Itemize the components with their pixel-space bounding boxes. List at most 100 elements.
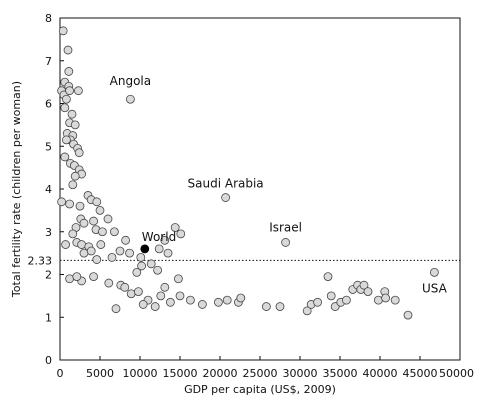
data-point <box>67 109 77 119</box>
x-tick-label: 45000 <box>403 367 438 380</box>
data-point <box>165 297 175 307</box>
data-point <box>275 302 285 311</box>
x-tick-label: 50000 <box>439 367 474 380</box>
data-point <box>302 306 312 316</box>
annotated-point <box>125 94 135 104</box>
data-point <box>136 252 146 262</box>
data-point <box>98 227 107 237</box>
data-point <box>222 295 232 305</box>
data-point <box>156 291 166 301</box>
data-point <box>154 244 164 254</box>
data-point <box>68 180 78 190</box>
data-point <box>65 199 74 209</box>
data-point <box>390 295 400 305</box>
data-point <box>326 291 336 301</box>
data-point <box>126 289 136 299</box>
data-point <box>403 310 413 320</box>
data-point <box>323 272 333 282</box>
x-tick-label: 0 <box>57 367 64 380</box>
data-point <box>95 205 105 215</box>
data-point <box>107 252 117 262</box>
y-axis-label: Total fertility rate (children per woman… <box>10 81 23 298</box>
data-point <box>120 282 130 292</box>
data-point <box>72 272 82 282</box>
x-tick-label: 40000 <box>363 367 398 380</box>
data-point <box>65 86 74 96</box>
y-tick-label: 4 <box>45 183 52 196</box>
data-points <box>57 26 413 320</box>
annotated-point <box>281 238 291 247</box>
data-point <box>57 197 66 207</box>
annotation-label: USA <box>422 281 448 295</box>
data-point <box>341 295 351 305</box>
data-point <box>359 280 369 290</box>
data-point <box>103 214 113 224</box>
data-point <box>96 240 106 249</box>
annotations: World Angola Saudi Arabia Israel USA <box>110 74 448 295</box>
data-point <box>110 227 119 237</box>
data-point <box>313 297 323 307</box>
data-point <box>133 287 143 297</box>
annotation-label: Israel <box>269 220 302 234</box>
data-point <box>160 235 170 245</box>
x-tick-label: 15000 <box>163 367 198 380</box>
data-point <box>74 86 83 96</box>
data-point <box>104 278 114 288</box>
data-point <box>64 67 74 76</box>
data-point <box>236 293 246 303</box>
data-point <box>60 152 70 162</box>
data-point <box>65 274 74 284</box>
data-point <box>79 248 89 258</box>
y-tick-label: 6 <box>45 98 52 111</box>
data-point <box>111 304 121 314</box>
data-point <box>173 274 183 284</box>
data-point <box>213 297 223 307</box>
data-point <box>70 171 80 181</box>
y-tick-label: 8 <box>45 12 52 25</box>
data-point <box>60 103 70 113</box>
data-point <box>61 240 70 249</box>
y-tick-label: 2 <box>45 269 52 282</box>
data-point <box>92 255 102 264</box>
data-point <box>153 265 163 275</box>
data-point <box>77 240 86 249</box>
y-tick-label: 5 <box>45 140 52 153</box>
data-point <box>74 148 84 158</box>
annotation-label: Angola <box>110 74 151 88</box>
highlight-point <box>140 244 150 254</box>
data-point <box>68 229 78 239</box>
data-point <box>132 267 142 277</box>
y-tick-label: 0 <box>45 354 52 367</box>
data-point <box>121 235 130 245</box>
x-axis-label: GDP per capita (US$, 2009) <box>184 383 336 396</box>
data-point <box>146 259 156 269</box>
data-point <box>70 120 80 130</box>
data-point <box>125 248 135 258</box>
y-tick-label: 1 <box>45 311 52 324</box>
data-point <box>163 248 173 258</box>
y-tick-label: 3 <box>45 226 52 239</box>
y-tick-label: 7 <box>45 55 52 68</box>
x-axis-ticks: 0 5000 10000 15000 20000 25000 30000 35000 40000… <box>57 356 474 380</box>
annotated-point <box>221 193 231 202</box>
data-point <box>86 246 96 256</box>
annotated-point <box>429 267 439 277</box>
data-point <box>138 300 148 309</box>
x-tick-label: 20000 <box>203 367 238 380</box>
data-point <box>185 295 195 305</box>
reference-line-label: 2.33 <box>28 254 53 267</box>
x-tick-label: 30000 <box>283 367 318 380</box>
data-point <box>79 218 89 228</box>
annotation-label: Saudi Arabia <box>188 177 264 191</box>
data-point <box>176 229 186 239</box>
highlight-label: World <box>142 230 176 244</box>
data-point <box>92 197 102 207</box>
data-point <box>261 302 271 311</box>
data-point <box>115 246 125 256</box>
reference-line-group: 2.33 <box>28 254 460 267</box>
data-point <box>363 287 373 297</box>
data-point <box>62 94 71 104</box>
data-point <box>63 45 73 55</box>
x-tick-label: 10000 <box>123 367 158 380</box>
